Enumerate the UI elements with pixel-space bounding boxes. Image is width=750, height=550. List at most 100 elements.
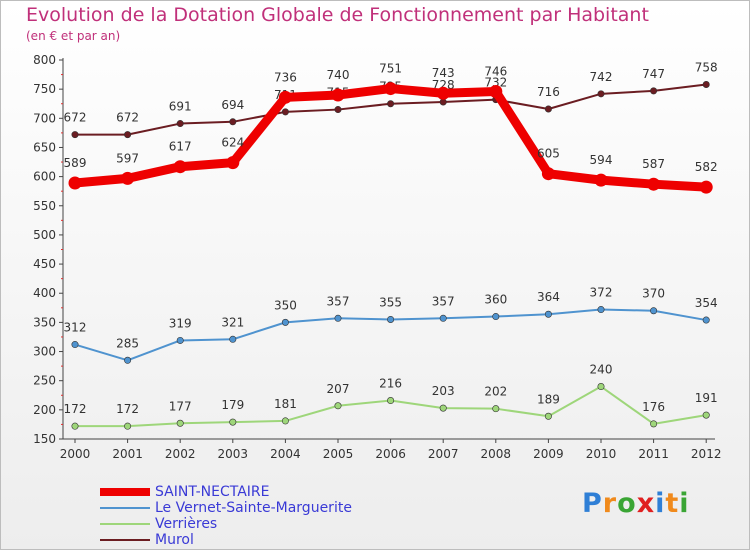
- data-label: 594: [590, 153, 613, 167]
- data-point: [331, 88, 345, 102]
- data-label: 312: [64, 321, 87, 335]
- chart-legend: SAINT-NECTAIRE Le Vernet-Sainte-Marguerit…: [100, 484, 352, 548]
- y-tick-label: 700: [33, 111, 56, 125]
- data-label: 617: [169, 140, 192, 154]
- data-label: 691: [169, 100, 192, 114]
- series-le-vernet-sainte-marguerite: 312 285 319 321 350 357 355 357 360 364 372 370 354: [64, 286, 718, 364]
- data-point: [121, 171, 135, 185]
- data-point: [387, 315, 395, 323]
- x-tick-label: 2004: [270, 447, 301, 461]
- data-point: [176, 120, 184, 128]
- y-tick-label: 500: [33, 228, 56, 242]
- legend-item: Le Vernet-Sainte-Marguerite: [100, 500, 352, 516]
- data-label: 370: [642, 287, 665, 301]
- data-label: 189: [537, 392, 560, 406]
- data-label: 357: [327, 294, 350, 308]
- y-tick-label: 350: [33, 315, 56, 329]
- y-tick-label: 250: [33, 374, 56, 388]
- data-point: [334, 402, 342, 410]
- series-verri-res: 172 172 177 179 181 207 216 203 202 189 240 176 191: [64, 363, 718, 430]
- data-label: 587: [642, 157, 665, 171]
- data-point: [544, 412, 552, 420]
- logo-letter: i: [679, 488, 690, 519]
- data-point: [699, 180, 713, 194]
- data-label: 216: [379, 377, 402, 391]
- data-label: 746: [484, 64, 507, 78]
- data-point: [544, 310, 552, 318]
- data-label: 202: [484, 385, 507, 399]
- data-label: 176: [642, 400, 665, 414]
- data-point: [229, 418, 237, 426]
- data-point: [71, 422, 79, 430]
- logo-letter: r: [602, 488, 618, 519]
- data-label: 360: [484, 293, 507, 307]
- data-point: [436, 86, 450, 100]
- x-tick-label: 2009: [533, 447, 564, 461]
- data-point: [384, 82, 398, 96]
- legend-label: Murol: [155, 532, 194, 548]
- x-tick-label: 2012: [691, 447, 722, 461]
- data-point: [492, 313, 500, 321]
- data-point: [702, 316, 710, 324]
- logo-letter: P: [582, 488, 603, 519]
- x-tick-label: 2011: [638, 447, 669, 461]
- data-point: [281, 318, 289, 326]
- data-point: [492, 405, 500, 413]
- legend-label: Verrières: [155, 516, 218, 532]
- y-tick-label: 450: [33, 257, 56, 271]
- x-tick-label: 2010: [586, 447, 617, 461]
- series-saint-nectaire: 589 597 617 624 736 740 751 743 746 605 594 587 582: [64, 62, 718, 194]
- data-point: [597, 90, 605, 98]
- data-point: [334, 314, 342, 322]
- data-label: 319: [169, 316, 192, 330]
- data-label: 191: [695, 391, 718, 405]
- data-label: 672: [64, 111, 87, 125]
- x-tick-label: 2000: [60, 447, 91, 461]
- data-label: 740: [327, 68, 350, 82]
- data-label: 172: [116, 402, 139, 416]
- data-label: 624: [221, 136, 244, 150]
- legend-swatch: [100, 523, 150, 525]
- data-point: [597, 306, 605, 314]
- y-tick-label: 150: [33, 432, 56, 446]
- data-point: [387, 100, 395, 108]
- data-label: 747: [642, 67, 665, 81]
- legend-item: SAINT-NECTAIRE: [100, 484, 352, 500]
- legend-item: Murol: [100, 532, 352, 548]
- data-point: [439, 98, 447, 106]
- data-point: [71, 131, 79, 139]
- x-tick-label: 2006: [375, 447, 406, 461]
- data-label: 758: [695, 60, 718, 74]
- chart-title: Evolution de la Dotation Globale de Fonc…: [26, 4, 649, 26]
- data-label: 203: [432, 384, 455, 398]
- data-point: [650, 420, 658, 428]
- proxiti-logo: Proxiti: [582, 488, 690, 519]
- data-point: [541, 167, 555, 181]
- logo-letter: o: [617, 488, 637, 519]
- y-tick-label: 200: [33, 403, 56, 417]
- data-label: 589: [64, 156, 87, 170]
- data-point: [173, 160, 187, 174]
- data-label: 240: [590, 363, 613, 377]
- data-label: 751: [379, 62, 402, 76]
- x-tick-label: 2001: [112, 447, 143, 461]
- data-label: 732: [484, 76, 507, 90]
- data-point: [650, 307, 658, 315]
- data-point: [647, 177, 661, 191]
- legend-swatch: [100, 507, 150, 509]
- data-point: [597, 383, 605, 391]
- data-label: 354: [695, 296, 718, 310]
- data-label: 181: [274, 397, 297, 411]
- y-tick-label: 750: [33, 82, 56, 96]
- y-tick-label: 400: [33, 286, 56, 300]
- legend-label: Le Vernet-Sainte-Marguerite: [155, 500, 352, 516]
- data-point: [124, 422, 132, 430]
- data-point: [278, 90, 292, 104]
- data-point: [176, 336, 184, 344]
- y-tick-label: 800: [33, 53, 56, 67]
- logo-letter: i: [655, 488, 666, 519]
- data-point: [544, 105, 552, 113]
- y-tick-label: 550: [33, 199, 56, 213]
- data-point: [176, 419, 184, 427]
- data-label: 321: [221, 315, 244, 329]
